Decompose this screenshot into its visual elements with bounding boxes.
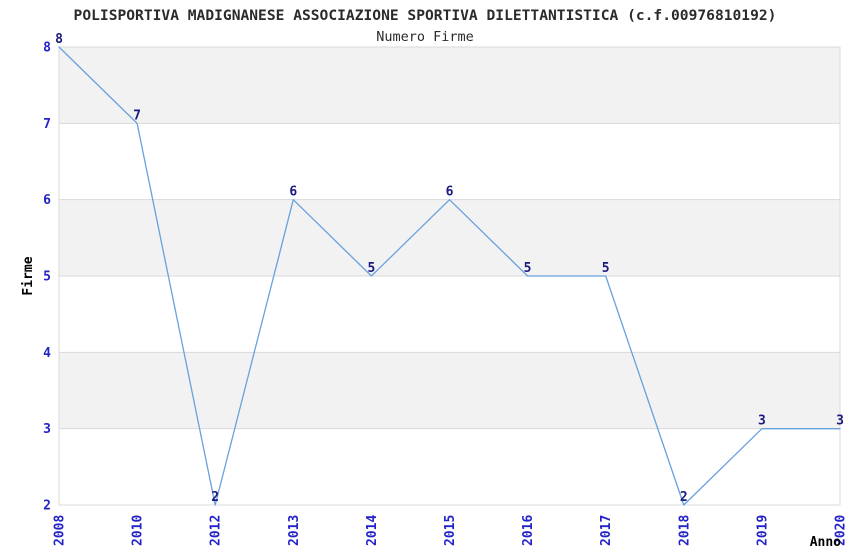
series-line bbox=[58, 46, 841, 506]
x-tick-label: 2012 bbox=[209, 515, 224, 546]
y-tick-label: 5 bbox=[43, 270, 51, 285]
point-value-label: 8 bbox=[55, 32, 63, 47]
point-value-label: 5 bbox=[367, 261, 375, 276]
plot-band bbox=[59, 352, 840, 429]
x-axis-title: Anno bbox=[810, 535, 841, 550]
chart-subtitle: Numero Firme bbox=[376, 29, 474, 45]
x-tick-label: 2013 bbox=[287, 515, 302, 546]
y-tick-label: 7 bbox=[43, 117, 51, 132]
point-value-label: 2 bbox=[680, 490, 688, 505]
y-tick-label: 2 bbox=[43, 499, 51, 514]
y-tick-label: 3 bbox=[43, 422, 51, 437]
point-value-label: 6 bbox=[289, 185, 297, 200]
point-labels: 8 7 2 6 5 6 5 5 2 3 3 bbox=[55, 32, 844, 505]
y-tick-label: 4 bbox=[43, 346, 51, 361]
y-axis-ticks: 2 3 4 5 6 7 8 bbox=[43, 41, 51, 514]
x-tick-label: 2018 bbox=[677, 515, 692, 546]
y-tick-label: 6 bbox=[43, 193, 51, 208]
x-tick-label: 2016 bbox=[521, 515, 536, 546]
x-tick-label: 2008 bbox=[53, 515, 68, 546]
point-value-label: 3 bbox=[758, 414, 766, 429]
point-value-label: 7 bbox=[133, 108, 141, 123]
x-tick-label: 2020 bbox=[834, 515, 849, 546]
plot-band bbox=[59, 199, 840, 276]
point-value-label: 5 bbox=[602, 261, 610, 276]
x-tick-label: 2014 bbox=[365, 515, 380, 546]
chart-title: POLISPORTIVA MADIGNANESE ASSOCIAZIONE SP… bbox=[74, 7, 777, 24]
plot-border bbox=[58, 46, 841, 506]
y-tick-label: 8 bbox=[43, 41, 51, 56]
point-value-label: 2 bbox=[211, 490, 219, 505]
x-axis-ticks: 2008 2010 2012 2013 2014 2015 2016 2017 2018 2019… bbox=[53, 515, 849, 546]
point-value-label: 6 bbox=[446, 185, 454, 200]
x-tick-label: 2010 bbox=[131, 515, 146, 546]
x-tick-label: 2017 bbox=[599, 515, 614, 546]
plot-bands bbox=[59, 47, 840, 429]
x-tick-label: 2015 bbox=[443, 515, 458, 546]
y-axis-title: Firme bbox=[21, 256, 36, 295]
point-value-label: 5 bbox=[524, 261, 532, 276]
point-value-label: 3 bbox=[836, 414, 844, 429]
series bbox=[58, 46, 841, 506]
plot-band bbox=[59, 47, 840, 124]
x-tick-label: 2019 bbox=[755, 515, 770, 546]
